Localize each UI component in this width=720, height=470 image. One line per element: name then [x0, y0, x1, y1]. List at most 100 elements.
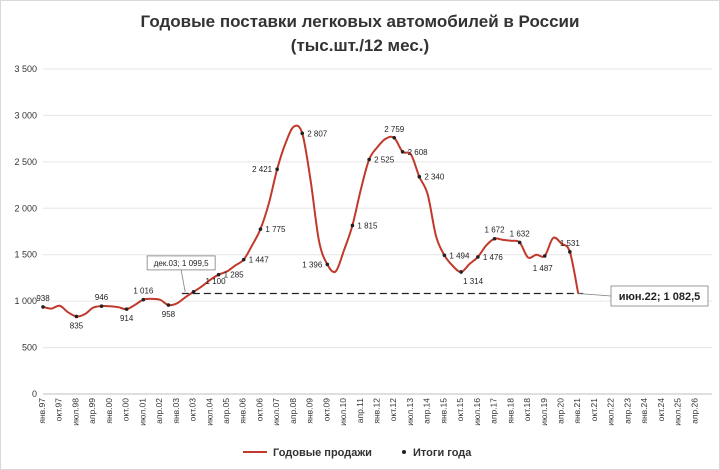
y-tick-label: 500 [22, 343, 37, 353]
year-total-point [400, 150, 405, 154]
data-label: 1 775 [265, 225, 286, 234]
data-label: 1 314 [463, 277, 484, 286]
callout-dec03-leader [180, 269, 186, 292]
x-tick-label: янв.09 [305, 398, 315, 424]
callout-jun22-box [610, 285, 709, 307]
x-tick-label: апр.26 [689, 398, 699, 424]
year-total-point [367, 157, 371, 162]
x-tick-label: окт.12 [388, 398, 398, 422]
series-line-annual-sales [42, 124, 580, 318]
x-tick-label: июл.01 [137, 398, 147, 426]
year-total-point [41, 305, 45, 309]
year-total-point [476, 255, 480, 259]
data-label: 835 [70, 321, 84, 330]
y-tick-label: 2 500 [14, 157, 37, 167]
data-label: 2 525 [374, 156, 395, 165]
year-total-point [300, 131, 305, 136]
data-label: 946 [95, 293, 109, 302]
data-label: 2 340 [424, 173, 445, 182]
data-label: 1 815 [357, 221, 378, 230]
x-tick-label: окт.21 [589, 398, 599, 422]
x-tick-label: апр.99 [87, 398, 97, 424]
x-tick-label: июл.07 [271, 398, 281, 426]
x-tick-label: янв.18 [505, 398, 515, 424]
y-tick-label: 1 000 [14, 296, 37, 306]
y-tick-label: 1 500 [14, 250, 37, 260]
data-label: 1 016 [133, 287, 154, 296]
x-tick-label: окт.09 [321, 398, 331, 422]
year-total-point [442, 253, 447, 258]
y-tick-label: 0 [32, 389, 37, 399]
data-label: 914 [120, 314, 134, 323]
data-label: 938 [36, 294, 50, 303]
year-total-point [459, 270, 463, 274]
callout-dec03-box [146, 255, 216, 271]
year-total-point [568, 250, 572, 254]
x-tick-label: апр.17 [489, 398, 499, 424]
year-total-point [141, 297, 146, 302]
x-tick-label: окт.24 [656, 398, 666, 422]
legend: Годовые продажи Итоги года [243, 447, 472, 459]
year-total-point [191, 290, 196, 294]
data-label: 2 807 [307, 129, 328, 138]
x-tick-label: янв.00 [104, 398, 114, 424]
legend-item-year-totals: Итоги года [413, 447, 472, 459]
gridlines [43, 68, 712, 395]
x-tick-label: июл.98 [70, 398, 80, 426]
data-label: 1 487 [533, 264, 554, 273]
data-label: 2 608 [408, 148, 429, 157]
y-tick-label: 3 500 [14, 64, 37, 74]
year-total-point [392, 136, 397, 140]
x-tick-label: янв.12 [372, 398, 382, 424]
x-tick-label: июл.13 [405, 398, 415, 426]
x-axis-ticks: янв.97 окт.97 июл.98 апр.99 янв.00 окт.00 июл.… [37, 398, 699, 426]
data-label: 1 494 [449, 251, 470, 260]
data-label: 1 531 [560, 239, 581, 248]
callout-jun22: июн.22; 1 082,5 [578, 285, 709, 307]
callout-dec03-text: дек.03; 1 099,5 [154, 259, 209, 268]
callout-jun22-text: июн.22; 1 082,5 [619, 291, 701, 303]
x-tick-label: окт.00 [121, 398, 131, 422]
x-tick-label: окт.15 [455, 398, 465, 422]
year-total-point [258, 227, 263, 231]
data-label: 1 396 [302, 260, 323, 269]
data-label: 1 100 [206, 277, 227, 286]
data-label: 958 [162, 310, 176, 319]
x-tick-label: июл.22 [606, 398, 616, 426]
legend-dot-swatch [402, 450, 406, 454]
data-label: 2 421 [252, 165, 273, 174]
year-total-point [492, 236, 497, 241]
callout-jun22-leader [578, 293, 612, 297]
year-total-point [517, 240, 522, 245]
year-total-point [99, 304, 104, 308]
x-tick-label: окт.06 [254, 398, 264, 422]
x-tick-label: окт.18 [522, 398, 532, 422]
year-total-point [350, 223, 355, 228]
x-tick-label: янв.15 [438, 398, 448, 424]
year-total-point [166, 303, 171, 307]
y-tick-label: 2 000 [14, 203, 37, 213]
x-tick-label: апр.14 [422, 398, 432, 424]
x-tick-label: июл.25 [673, 398, 683, 426]
data-label: 1 476 [483, 253, 504, 262]
y-tick-label: 3 000 [14, 110, 37, 120]
data-label: 1 447 [249, 256, 270, 265]
x-tick-label: окт.03 [188, 398, 198, 422]
x-tick-label: янв.24 [639, 398, 649, 424]
x-tick-label: апр.02 [154, 398, 164, 424]
year-total-point [74, 314, 79, 319]
data-label: 1 672 [485, 226, 506, 235]
chart-subtitle: (тыс.шт./12 мес.) [291, 36, 429, 55]
year-total-point [542, 254, 547, 258]
x-tick-label: июл.10 [338, 398, 348, 426]
year-total-point [124, 307, 129, 311]
year-total-point [216, 272, 221, 277]
year-total-point [325, 262, 330, 267]
x-tick-label: апр.08 [288, 398, 298, 424]
year-total-point [241, 257, 246, 262]
y-axis-ticks: 0 500 1 000 1 500 2 000 2 500 3 000 3 500 [14, 64, 37, 399]
x-tick-label: апр.23 [622, 398, 632, 424]
chart-title: Годовые поставки легковых автомобилей в … [141, 12, 580, 31]
callout-dec03: дек.03; 1 099,5 [146, 255, 216, 292]
